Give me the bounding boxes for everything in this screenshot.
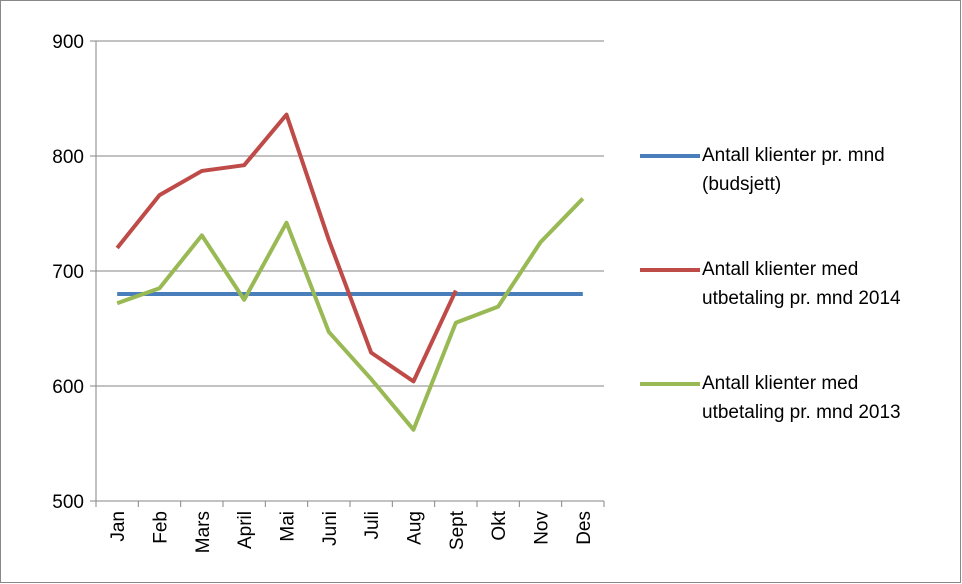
x-tick-label: Sept [447,510,468,550]
x-tick-label: Aug [405,511,426,545]
y-tick-label: 600 [52,377,84,398]
x-tick-label: Juni [320,511,341,546]
series-line [116,197,585,432]
legend-label: Antall klienter med utbetaling pr. mnd 2… [702,259,901,309]
y-tick-label: 500 [52,492,84,513]
y-tick-label: 700 [52,262,84,283]
y-tick-label: 900 [52,32,84,53]
y-tick-label: 800 [52,147,84,168]
x-tick-label: Okt [489,510,510,540]
x-tick-label: Feb [151,511,172,544]
x-tick-label: Mars [193,511,214,553]
x-tick-label: Des [574,511,595,545]
x-tick-label: Juli [362,511,383,540]
x-tick-label: Mai [278,511,299,542]
legend-label: Antall klienter med utbetaling pr. mnd 2… [702,373,901,423]
x-tick-label: April [235,511,256,549]
legend-label: Antall klienter pr. mnd (budsjett) [702,145,885,195]
series-line [115,112,458,384]
x-tick-label: Nov [532,511,553,545]
x-tick-label: Jan [108,511,129,542]
